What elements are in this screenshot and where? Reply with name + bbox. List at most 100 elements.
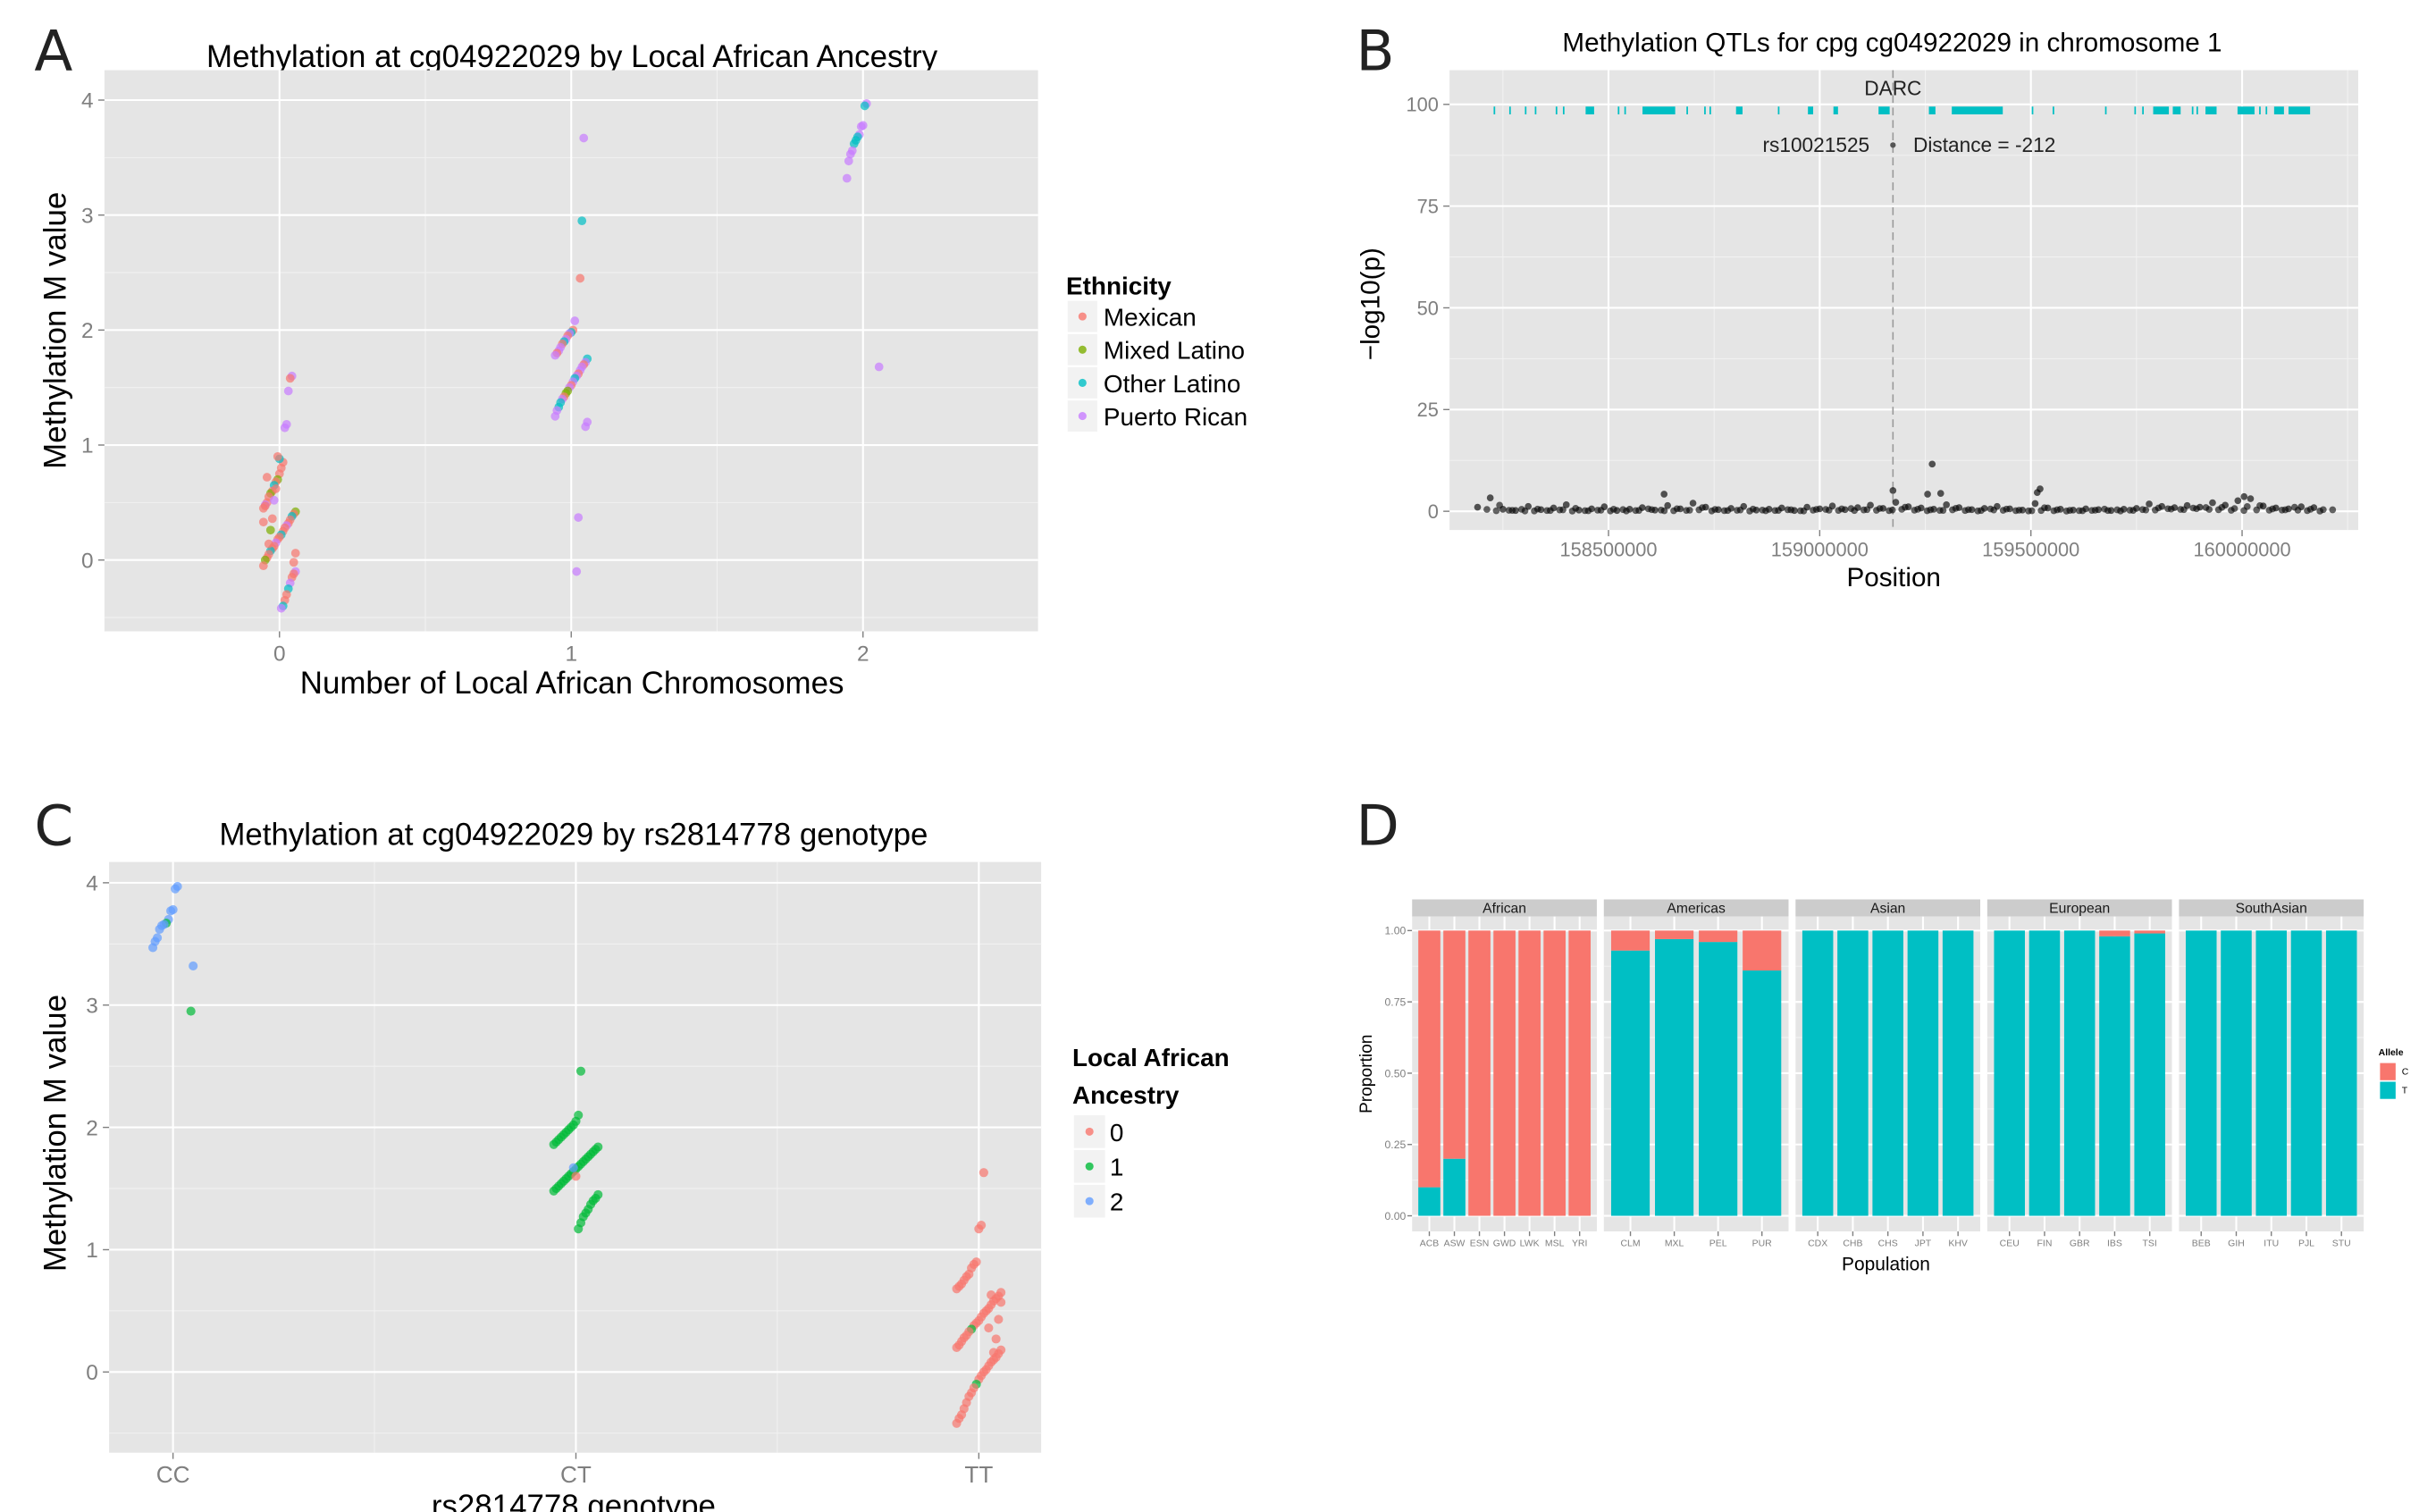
y-axis-label-b: −log10(p) — [1356, 248, 1386, 360]
data-point — [2247, 495, 2255, 502]
x-tick-label: MXL — [1665, 1239, 1684, 1249]
x-tick-label: CEU — [2000, 1239, 2020, 1249]
gene-segment — [1555, 106, 1558, 114]
data-point — [2240, 492, 2248, 500]
gene-segment — [2142, 106, 2144, 114]
data-point — [186, 1006, 196, 1016]
bar-segment-T — [1837, 930, 1869, 1216]
gene-segment — [2196, 106, 2198, 114]
x-tick-label: KHV — [1948, 1239, 1968, 1249]
distance-annotation: Distance = -212 — [1913, 133, 2055, 156]
data-point — [1955, 504, 1963, 511]
facet-strip — [1795, 899, 1981, 917]
bar-segment-T — [1418, 1187, 1440, 1216]
data-point — [1892, 499, 1900, 506]
bar-segment-C — [1418, 930, 1440, 1188]
legend-marker — [1085, 1127, 1094, 1136]
data-point — [845, 149, 855, 159]
x-tick-label: PUR — [1752, 1239, 1773, 1249]
data-point — [2222, 501, 2229, 509]
legend-label: Other Latino — [1104, 370, 1241, 398]
y-tick-label: 75 — [1417, 195, 1439, 217]
data-point — [289, 558, 298, 567]
plot-area-b: 0 25 50 75 100 158500000 159000000 159500000 160… — [1407, 70, 2358, 561]
facet-strip — [1603, 899, 1789, 917]
data-point — [996, 1298, 1006, 1307]
y-tick-label: 1 — [81, 434, 94, 458]
data-point — [1701, 503, 1709, 511]
gene-segment — [2053, 106, 2054, 114]
y-tick-label: 0.00 — [1385, 1210, 1407, 1222]
data-point — [570, 316, 580, 325]
data-point — [574, 1224, 584, 1234]
legend-marker — [1085, 1162, 1094, 1171]
data-point — [2095, 506, 2103, 514]
data-point — [1888, 506, 1896, 514]
bar-segment-C — [1493, 930, 1516, 1216]
gene-segment — [1777, 106, 1780, 114]
bar-segment-T — [2221, 930, 2252, 1216]
gene-segment — [2205, 106, 2217, 114]
data-point — [1740, 502, 1748, 510]
x-tick-label: JPT — [1915, 1239, 1932, 1249]
facet-label: European — [2049, 901, 2110, 916]
legend-title-c-line1: Local African — [1072, 1044, 1230, 1071]
data-point — [2031, 500, 2039, 508]
data-point — [1492, 507, 1500, 515]
x-tick-label: PEL — [1709, 1239, 1727, 1249]
gene-segment — [2265, 106, 2268, 114]
data-point — [874, 362, 884, 372]
gene-segment — [1878, 106, 1890, 114]
data-point — [581, 422, 591, 432]
data-point — [574, 513, 584, 522]
data-point — [290, 549, 300, 558]
data-point — [1559, 506, 1566, 514]
legend-label: Puerto Rican — [1104, 403, 1247, 431]
data-point — [1803, 503, 1811, 511]
bar-segment-C — [2099, 930, 2130, 937]
panel-label-b: B — [1356, 19, 1394, 84]
data-point — [984, 1323, 994, 1333]
y-tick-label: 2 — [86, 1116, 98, 1140]
bar-segment-T — [2099, 936, 2130, 1216]
data-point — [844, 156, 853, 166]
gene-segment — [1686, 106, 1688, 114]
bar-segment-T — [1907, 930, 1939, 1216]
x-tick-label: ACB — [1420, 1239, 1440, 1249]
x-tick-label: ESN — [1470, 1239, 1489, 1249]
bar-segment-T — [1655, 938, 1694, 1216]
plot-area-d: 0.00 0.25 0.50 0.75 1.00 African ACB ASW ESN GWD L… — [1385, 899, 2364, 1249]
gene-segment — [2153, 106, 2170, 114]
bar-segment-C — [1518, 930, 1541, 1216]
bar-segment-C — [1610, 930, 1650, 951]
gene-label: DARC — [1864, 76, 1921, 99]
y-tick-label: 0.25 — [1385, 1138, 1407, 1151]
bar-segment-T — [1610, 950, 1650, 1216]
gene-segment — [1833, 106, 1838, 114]
legend-label: Mexican — [1104, 304, 1197, 332]
gene-segment — [2288, 106, 2311, 114]
data-point — [952, 1418, 962, 1428]
gene-segment — [1808, 106, 1814, 114]
data-point — [2120, 506, 2128, 513]
y-tick-label: 1 — [86, 1239, 98, 1263]
data-point — [1600, 503, 1608, 510]
data-point — [1638, 504, 1646, 511]
y-tick-label: 4 — [81, 89, 94, 113]
facet-strip — [2179, 899, 2364, 917]
data-point — [2230, 505, 2238, 512]
data-point — [148, 943, 158, 953]
bar-segment-T — [2134, 933, 2165, 1216]
data-point — [155, 924, 164, 934]
legend-label: 1 — [1110, 1154, 1124, 1181]
data-point — [1943, 501, 1951, 508]
x-tick-label: ITU — [2264, 1239, 2279, 1249]
data-point — [1994, 502, 2001, 510]
y-axis-label-c: Methylation M value — [38, 995, 72, 1272]
data-point — [2146, 500, 2153, 508]
legend-label: 0 — [1110, 1119, 1124, 1147]
data-point — [549, 1139, 559, 1149]
x-tick-label: GBR — [2070, 1239, 2090, 1249]
data-point — [1791, 507, 1798, 515]
